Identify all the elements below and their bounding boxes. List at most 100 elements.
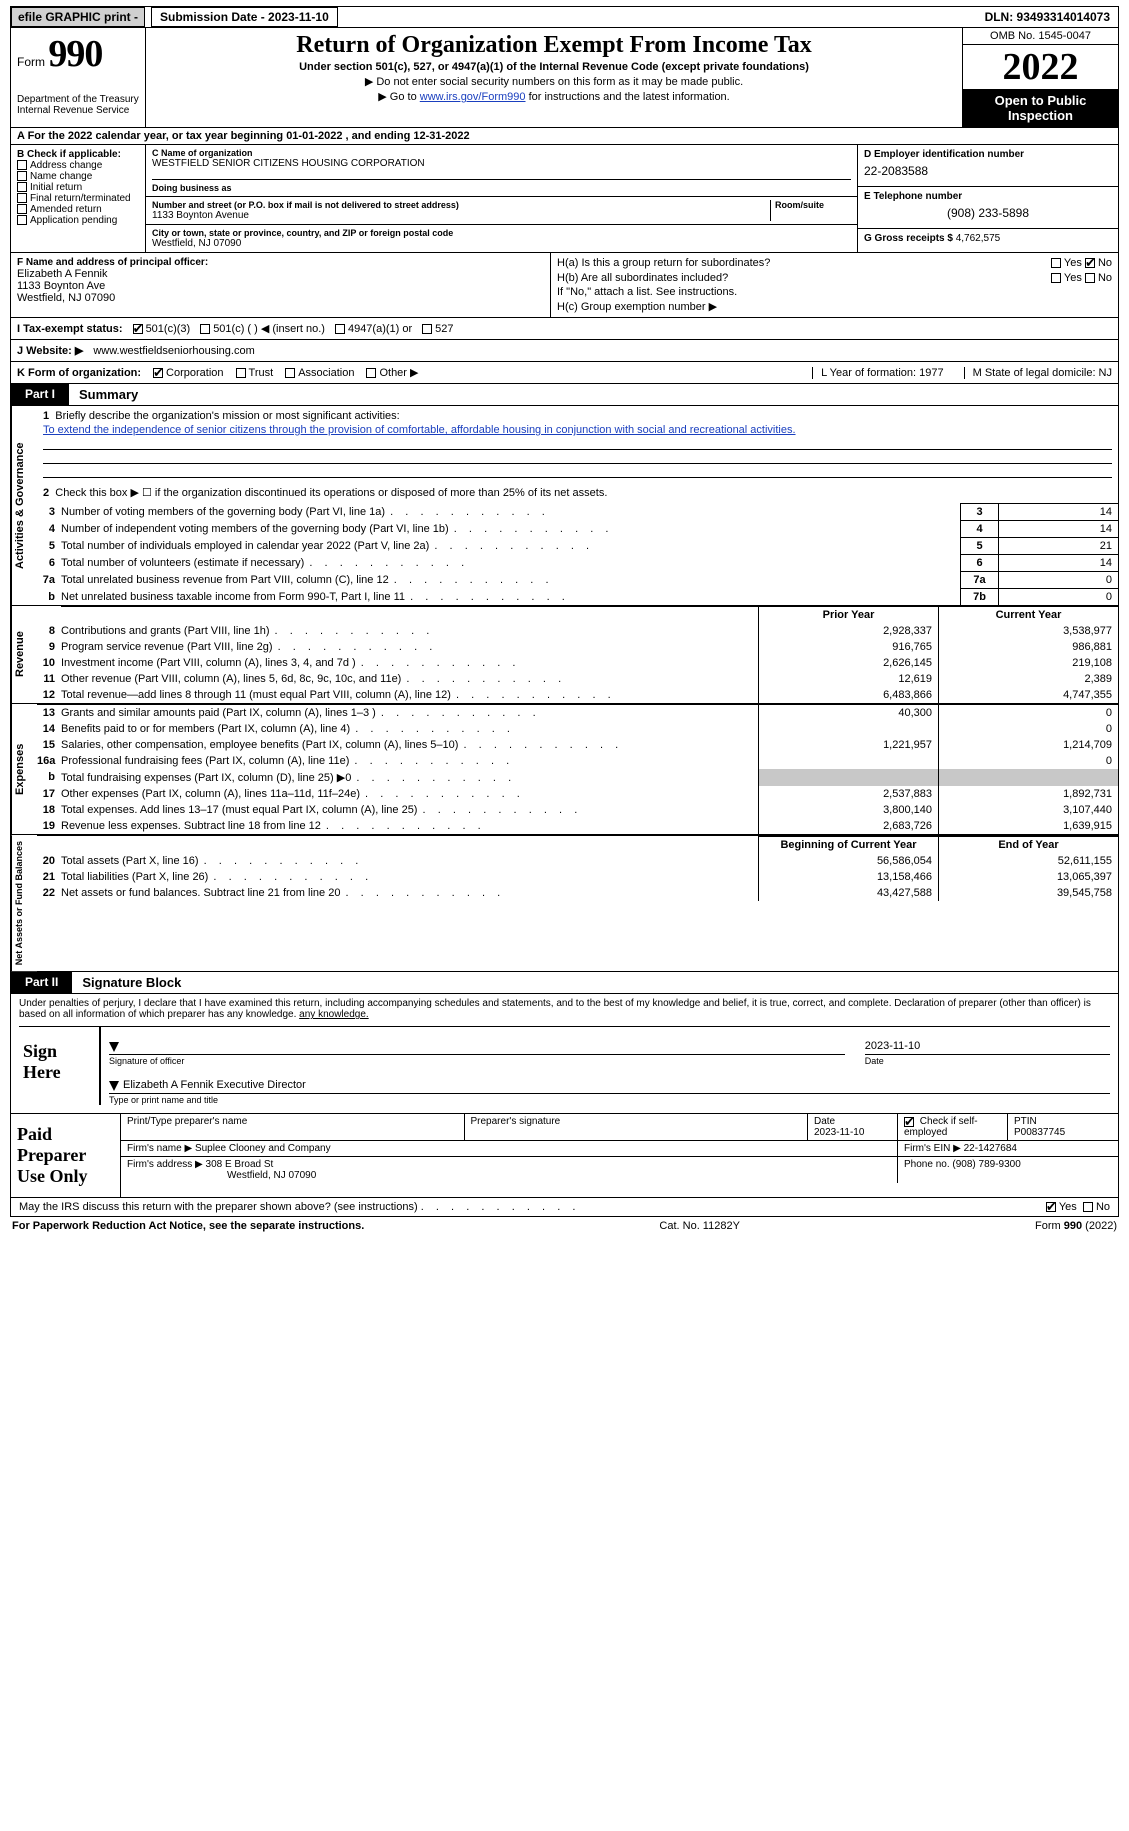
cb-trust[interactable] <box>236 368 246 378</box>
cb-self-employed[interactable] <box>904 1117 914 1127</box>
lbl-initial-return: Initial return <box>30 182 82 193</box>
sig-officer-label: Signature of officer <box>109 1056 845 1066</box>
sig-date: 2023-11-10 <box>865 1033 1110 1055</box>
cb-initial-return[interactable] <box>17 182 27 192</box>
cb-address-change[interactable] <box>17 160 27 170</box>
firm-addr2: Westfield, NJ 07090 <box>227 1170 316 1181</box>
cb-527[interactable] <box>422 324 432 334</box>
cb-amended-return[interactable] <box>17 204 27 214</box>
discuss-yes[interactable] <box>1046 1202 1056 1212</box>
ein-label: D Employer identification number <box>864 149 1112 160</box>
lbl-application-pending: Application pending <box>30 215 117 226</box>
cb-4947[interactable] <box>335 324 345 334</box>
lbl-amended-return: Amended return <box>30 204 102 215</box>
fin-row: 19Revenue less expenses. Subtract line 1… <box>37 818 1118 834</box>
topbar: efile GRAPHIC print - Submission Date - … <box>10 6 1119 28</box>
footer-right: Form 990 (2022) <box>1035 1220 1117 1232</box>
gov-row: bNet unrelated business taxable income f… <box>37 588 1118 605</box>
header-right: OMB No. 1545-0047 2022 Open to Public In… <box>963 28 1118 127</box>
sub3-pre: ▶ Go to <box>378 91 419 103</box>
lbl-trust: Trust <box>249 367 274 379</box>
website-url: www.westfieldseniorhousing.com <box>93 345 254 357</box>
officer-printed-name: Elizabeth A Fennik Executive Director <box>123 1079 306 1091</box>
tel-label: E Telephone number <box>864 191 1112 202</box>
fin-row: 22Net assets or fund balances. Subtract … <box>37 885 1118 901</box>
year-formation: L Year of formation: 1977 <box>812 367 944 379</box>
cb-501c3[interactable] <box>133 324 143 334</box>
part1-num: Part I <box>11 384 69 405</box>
lbl-4947: 4947(a)(1) or <box>348 323 412 335</box>
q1-text: Briefly describe the organization's miss… <box>55 410 399 422</box>
cb-name-change[interactable] <box>17 171 27 181</box>
fin-row: 16aProfessional fundraising fees (Part I… <box>37 753 1118 769</box>
officer-addr1: 1133 Boynton Ave <box>17 280 544 292</box>
col-b-header: B Check if applicable: <box>17 149 139 160</box>
q2-text: Check this box ▶ ☐ if the organization d… <box>55 487 607 499</box>
form-number: 990 <box>48 33 102 75</box>
fin-row: 12Total revenue—add lines 8 through 11 (… <box>37 687 1118 703</box>
firm-ein-lbl: Firm's EIN ▶ <box>904 1143 961 1154</box>
dln: DLN: 93493314014073 <box>977 8 1118 26</box>
gov-row: 4Number of independent voting members of… <box>37 520 1118 537</box>
cb-other[interactable] <box>366 368 376 378</box>
cb-association[interactable] <box>285 368 295 378</box>
footer-left: For Paperwork Reduction Act Notice, see … <box>12 1220 364 1232</box>
fin-row: bTotal fundraising expenses (Part IX, co… <box>37 769 1118 786</box>
officer-name: Elizabeth A Fennik <box>17 268 544 280</box>
gov-row: 5Total number of individuals employed in… <box>37 537 1118 554</box>
cb-application-pending[interactable] <box>17 215 27 225</box>
cb-final-return[interactable] <box>17 193 27 203</box>
firm-name: Suplee Clooney and Company <box>195 1143 331 1154</box>
irs-link[interactable]: www.irs.gov/Form990 <box>420 91 526 103</box>
firm-ein: 22-1427684 <box>964 1143 1017 1154</box>
hb-yes[interactable] <box>1051 273 1061 283</box>
hdr-current-year: Current Year <box>938 606 1118 623</box>
gross-label: G Gross receipts $ <box>864 233 953 244</box>
form-number-cell: Form 990 Department of the Treasury Inte… <box>11 28 146 127</box>
lbl-name-change: Name change <box>30 171 92 182</box>
discuss-no[interactable] <box>1083 1202 1093 1212</box>
row-i-label: I Tax-exempt status: <box>17 323 123 335</box>
dept-treasury: Department of the Treasury Internal Reve… <box>17 94 139 116</box>
ha-yes[interactable] <box>1051 258 1061 268</box>
firm-addr1: 308 E Broad St <box>206 1159 274 1170</box>
row-k-label: K Form of organization: <box>17 367 141 379</box>
fin-row: 10Investment income (Part VIII, column (… <box>37 655 1118 671</box>
hb-note: If "No," attach a list. See instructions… <box>557 286 1112 298</box>
addr-value: 1133 Boynton Avenue <box>152 210 766 221</box>
section-revenue: Revenue Prior Year Current Year 8Contrib… <box>10 606 1119 704</box>
hdr-prior-year: Prior Year <box>758 606 938 623</box>
page-footer: For Paperwork Reduction Act Notice, see … <box>10 1217 1119 1232</box>
header-sub2: ▶ Do not enter social security numbers o… <box>152 75 956 88</box>
vlabel-governance: Activities & Governance <box>11 406 37 605</box>
prep-sig-lbl: Preparer's signature <box>471 1116 561 1127</box>
fin-row: 18Total expenses. Add lines 13–17 (must … <box>37 802 1118 818</box>
tel-value: (908) 233-5898 <box>864 202 1112 224</box>
header-sub3: ▶ Go to www.irs.gov/Form990 for instruct… <box>152 90 956 103</box>
fin-row: 20Total assets (Part X, line 16)56,586,0… <box>37 853 1118 869</box>
cb-corporation[interactable] <box>153 368 163 378</box>
hb-no[interactable] <box>1085 273 1095 283</box>
firm-phone: (908) 789-9300 <box>952 1159 1020 1170</box>
row-i-tax-status: I Tax-exempt status: 501(c)(3) 501(c) ( … <box>10 318 1119 340</box>
officer-addr2: Westfield, NJ 07090 <box>17 292 544 304</box>
city-label: City or town, state or province, country… <box>152 228 851 238</box>
part1-title: Summary <box>69 384 148 405</box>
firm-phone-lbl: Phone no. <box>904 1159 950 1170</box>
lbl-corporation: Corporation <box>166 367 223 379</box>
fin-row: 13Grants and similar amounts paid (Part … <box>37 705 1118 721</box>
fin-row: 14Benefits paid to or for members (Part … <box>37 721 1118 737</box>
cb-501c[interactable] <box>200 324 210 334</box>
dba-label: Doing business as <box>152 179 851 193</box>
row-j-website: J Website: ▶ www.westfieldseniorhousing.… <box>10 340 1119 362</box>
fin-row: 9Program service revenue (Part VIII, lin… <box>37 639 1118 655</box>
fin-row: 17Other expenses (Part IX, column (A), l… <box>37 786 1118 802</box>
efile-print-button[interactable]: efile GRAPHIC print - <box>11 7 145 27</box>
gov-row: 6Total number of volunteers (estimate if… <box>37 554 1118 571</box>
name-label: Type or print name and title <box>109 1095 1110 1105</box>
vlabel-netassets: Net Assets or Fund Balances <box>11 835 37 971</box>
lbl-501c: 501(c) ( ) ◀ (insert no.) <box>213 323 325 335</box>
prep-name-lbl: Print/Type preparer's name <box>127 1116 247 1127</box>
ha-no[interactable] <box>1085 258 1095 268</box>
row-a-calendar-year: A For the 2022 calendar year, or tax yea… <box>10 128 1119 145</box>
